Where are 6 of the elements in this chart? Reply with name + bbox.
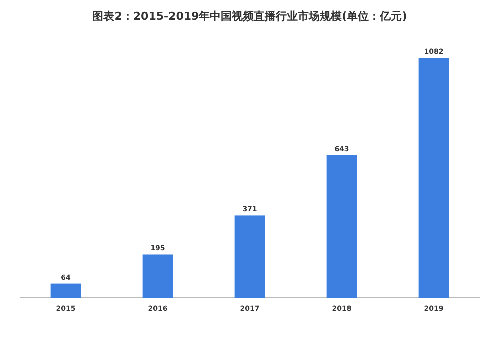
bar (326, 155, 358, 298)
bar (418, 58, 450, 298)
chart-title: 图表2：2015-2019年中国视频直播行业市场规模(单位：亿元) (92, 10, 408, 23)
bar (142, 254, 174, 298)
bar (234, 216, 266, 298)
bar (50, 284, 82, 298)
